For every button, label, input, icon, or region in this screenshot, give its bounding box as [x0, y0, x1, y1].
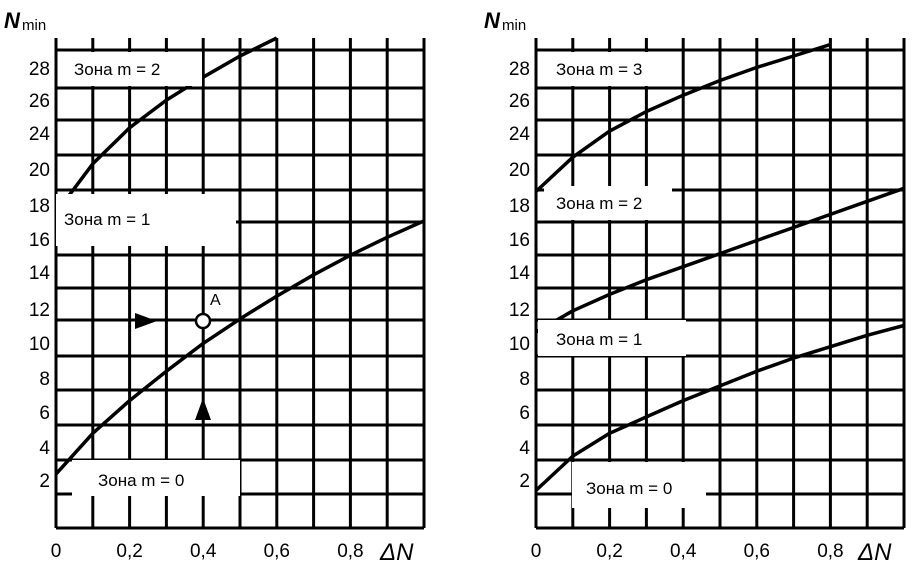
y-tick-label: 24 [509, 124, 531, 145]
x-tick-label: 0,4 [670, 541, 697, 562]
grid-right [534, 38, 906, 530]
arrow-right-icon [135, 313, 157, 329]
y-tick-label: 18 [509, 196, 530, 217]
x-tick-label: 0,6 [264, 541, 290, 562]
y-tick-label: 20 [509, 160, 530, 181]
arrow-up-icon [195, 398, 211, 420]
y-tick-label: 12 [509, 300, 530, 321]
zone-label: Зона m = 1 [556, 330, 642, 349]
x-tick-label: 0,4 [190, 541, 217, 562]
series-line-0 [534, 323, 905, 492]
zone-box [544, 186, 672, 220]
x-axis-label: ΔN [379, 539, 414, 566]
y-tick-label: 14 [509, 263, 531, 284]
point-a-marker [194, 312, 212, 330]
x-tick-label: 0 [51, 541, 62, 562]
series-line-1 [535, 186, 905, 334]
zone-box [544, 52, 672, 86]
y-axis-label-sub: min [502, 17, 526, 34]
x-tick-label: 0 [531, 541, 542, 562]
y-tick-label: 28 [29, 59, 50, 80]
y-tick-label: 6 [39, 403, 50, 424]
point-a-label: A [210, 292, 221, 309]
y-tick-label: 26 [29, 91, 50, 112]
y-tick-label: 10 [509, 334, 530, 355]
y-tick-label: 20 [29, 160, 50, 181]
zone-label: Зона m = 0 [586, 479, 672, 498]
x-ticks-left: 0 0,2 0,4 0,6 0,8 [51, 541, 364, 562]
zone-label: Зона m = 3 [556, 60, 642, 79]
series-line-0 [54, 219, 425, 476]
y-tick-label: 12 [29, 300, 50, 321]
y-tick-label: 8 [39, 369, 50, 390]
y-tick-label: 16 [29, 230, 50, 251]
x-tick-label: 0,8 [817, 541, 843, 562]
zone-label: Зона m = 0 [98, 471, 184, 490]
chart-panel-right: Зона m = 3 Зона m = 2 Зона m = 1 Зона m … [484, 8, 906, 566]
zone-box [572, 462, 706, 508]
x-tick-label: 0,8 [337, 541, 363, 562]
zone-box [538, 320, 686, 356]
zone-label: Зона m = 1 [64, 210, 150, 229]
y-tick-label: 4 [39, 438, 50, 459]
y-axis-label-sub: min [22, 17, 46, 34]
zone-label: Зона m = 2 [556, 194, 642, 213]
x-ticks-right: 0 0,2 0,4 0,6 0,8 [531, 541, 844, 562]
y-tick-label: 10 [29, 334, 50, 355]
x-tick-label: 0,2 [596, 541, 622, 562]
zone-box [62, 52, 202, 86]
y-tick-label: 14 [29, 263, 51, 284]
series-line-2 [534, 42, 831, 193]
y-tick-label: 8 [519, 369, 530, 390]
y-axis-label: N [4, 8, 21, 33]
y-axis-label: N [484, 8, 501, 33]
y-tick-label: 18 [29, 196, 50, 217]
grid-left [54, 38, 426, 530]
zone-box [56, 194, 236, 246]
curves-right [534, 42, 905, 492]
curves-left [54, 36, 425, 476]
zone-box [72, 460, 240, 496]
y-tick-label: 2 [39, 471, 50, 492]
y-tick-label: 2 [519, 471, 530, 492]
zone-label: Зона m = 2 [74, 60, 160, 79]
y-tick-label: 16 [509, 230, 530, 251]
x-axis-label: ΔN [857, 539, 892, 566]
y-tick-label: 28 [509, 59, 530, 80]
y-tick-label: 26 [509, 91, 530, 112]
series-line-1 [54, 36, 278, 214]
y-tick-label: 24 [29, 124, 51, 145]
x-tick-label: 0,6 [744, 541, 770, 562]
y-tick-label: 4 [519, 438, 530, 459]
x-tick-label: 0,2 [116, 541, 142, 562]
y-tick-label: 6 [519, 403, 530, 424]
chart-panel-left: Зона m = 2 Зона m = 1 Зона m = 0 A 24681… [4, 8, 426, 566]
